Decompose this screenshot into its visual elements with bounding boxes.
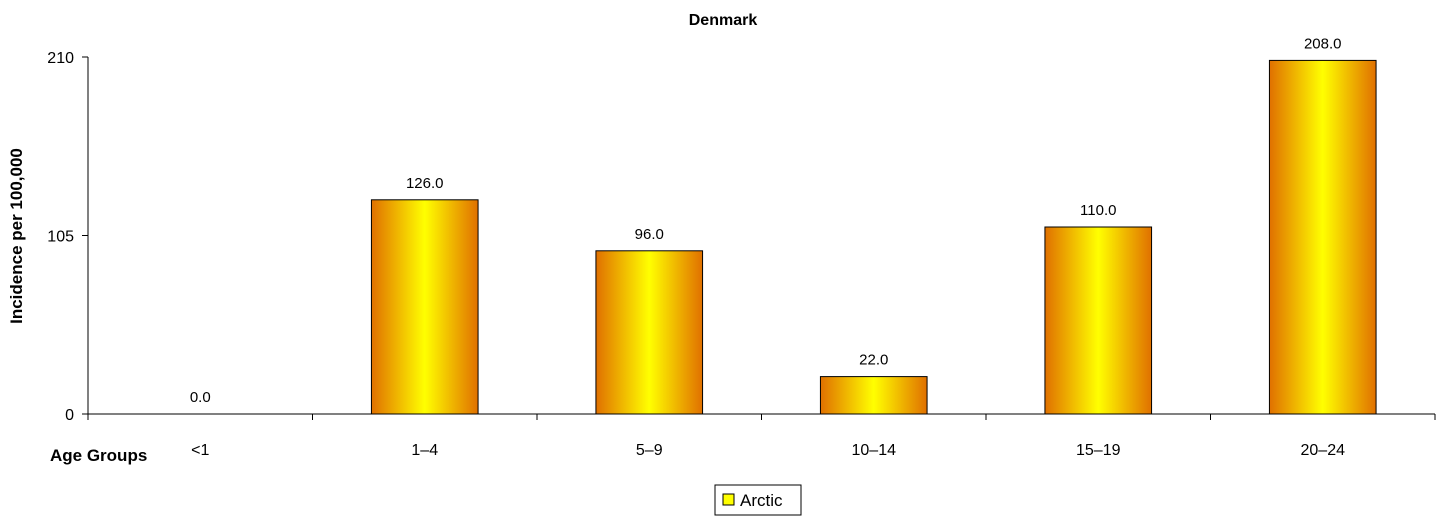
bar-labels: 0.0 126.0 96.0 22.0 110.0 208.0: [190, 35, 1342, 406]
bar-value-label: 96.0: [635, 226, 664, 243]
bar-value-label: 0.0: [190, 389, 211, 406]
bar-value-label: 126.0: [406, 175, 444, 192]
y-axis-label: Incidence per 100,000: [7, 148, 26, 324]
y-tick-label: 0: [65, 407, 74, 424]
y-tick-label: 210: [47, 50, 74, 67]
bar-value-label: 22.0: [859, 352, 888, 369]
bar: [595, 250, 704, 415]
bars: [370, 59, 1377, 415]
bar: [1044, 226, 1153, 415]
legend: Arctic: [714, 484, 802, 516]
x-tick-label: 5–9: [636, 442, 663, 459]
bar-value-label: 208.0: [1304, 35, 1342, 52]
legend-label: Arctic: [740, 491, 783, 510]
bar-value-label: 110.0: [1080, 202, 1116, 219]
x-tick-label: 20–24: [1301, 442, 1346, 459]
y-tick-label: 105: [47, 229, 74, 246]
x-axis-label: Age Groups: [50, 446, 147, 465]
x-axis: [87, 413, 1436, 420]
bar: [819, 376, 928, 415]
y-axis: 0 105 210: [47, 50, 89, 424]
x-tick-label: 1–4: [411, 442, 438, 459]
bar: [1268, 59, 1377, 415]
bar: [370, 199, 479, 415]
x-tick-label: 10–14: [852, 442, 897, 459]
x-tick-label: <1: [191, 442, 209, 459]
chart-title: Denmark: [689, 12, 758, 29]
x-tick-label: 15–19: [1076, 442, 1121, 459]
legend-swatch: [722, 493, 735, 506]
legend-box: [714, 484, 802, 516]
x-tick-labels: <1 1–4 5–9 10–14 15–19 20–24: [191, 442, 1345, 459]
